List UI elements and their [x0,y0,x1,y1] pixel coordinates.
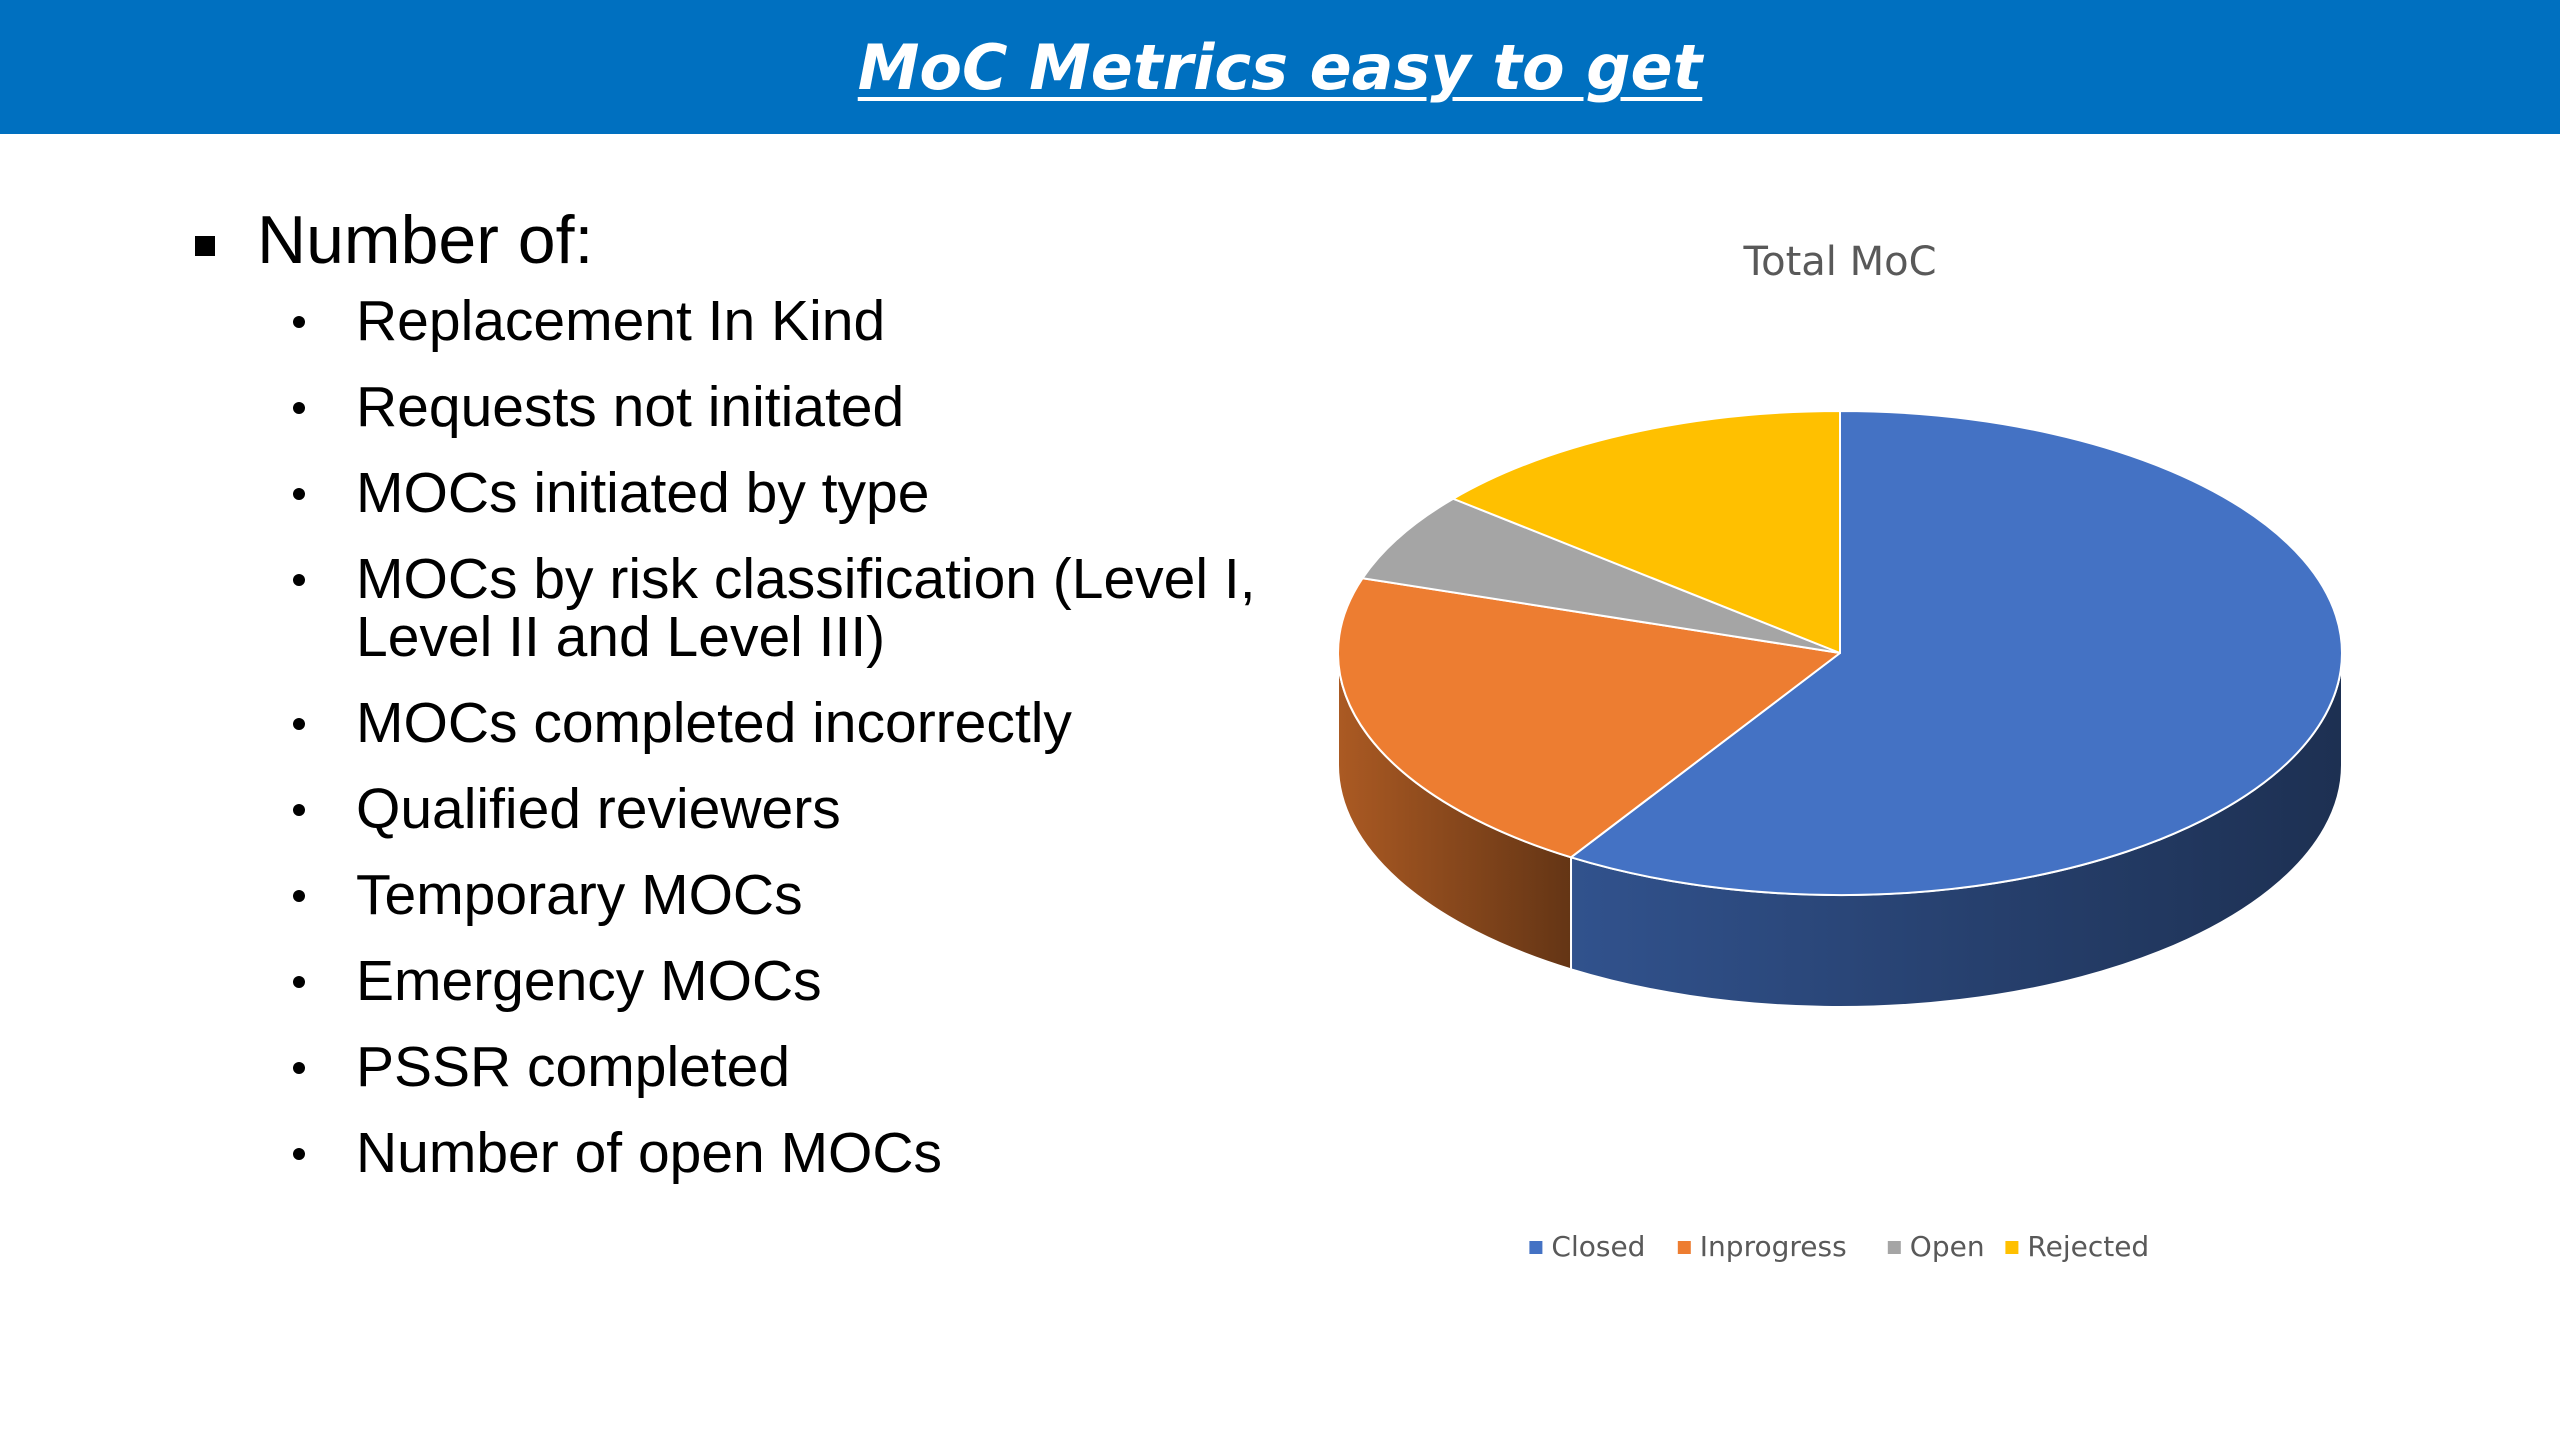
sub-bullet-item: Number of open MOCs [293,1124,1295,1182]
sub-bullet-text: MOCs by risk classification (Level I, Le… [356,546,1256,669]
legend-label: Open [1910,1230,1985,1263]
sub-bullet-item: Temporary MOCs [293,866,1295,924]
chart-legend: Closed Inprogress Open Rejected [1529,1230,2149,1263]
main-bullet: Number of: [195,200,1295,282]
sub-bullet-text: Temporary MOCs [356,862,803,927]
sub-bullet-list: Replacement In Kind Requests not initiat… [293,292,1295,1182]
sub-bullet-text: MOCs initiated by type [356,460,930,525]
title-bar: MoC Metrics easy to get [0,0,2560,134]
round-bullet-icon [293,975,305,988]
pie-slice-open [1361,497,1841,654]
bullet-list: Number of: Replacement In Kind Requests … [195,200,1295,1210]
legend-swatch-rejected [2005,1241,2019,1254]
legend-label: Inprogress [1700,1230,1847,1263]
round-bullet-icon [293,1061,305,1074]
pie-slice-closed [1570,410,2343,896]
legend-swatch-closed [1529,1241,1543,1254]
pie-slice-rejected [1452,410,1841,654]
sub-bullet-item: Replacement In Kind [293,292,1295,350]
legend-swatch-inprogress [1677,1241,1691,1254]
sub-bullet-text: Number of open MOCs [356,1120,943,1185]
legend-item: Open [1887,1230,1985,1263]
sub-bullet-text: PSSR completed [356,1034,791,1099]
legend-swatch-open [1887,1241,1901,1254]
pie-slice-inprogress [1337,577,1841,859]
sub-bullet-item: MOCs completed incorrectly [293,694,1295,752]
sub-bullet-item: MOCs by risk classification (Level I, Le… [293,550,1295,666]
legend-label: Rejected [2027,1230,2149,1263]
round-bullet-icon [293,803,305,816]
legend-label: Closed [1551,1230,1645,1263]
pie-chart-area: Total MoC Closed Inprogress Open Rejected [1300,200,2400,1320]
sub-bullet-item: MOCs initiated by type [293,464,1295,522]
round-bullet-icon [293,889,305,902]
sub-bullet-item: Requests not initiated [293,378,1295,436]
round-bullet-icon [293,315,305,328]
sub-bullet-text: Replacement In Kind [356,288,886,353]
slide-title: MoC Metrics easy to get [857,30,1703,104]
round-bullet-icon [293,1147,305,1160]
legend-item: Inprogress [1677,1230,1847,1263]
sub-bullet-text: Requests not initiated [356,374,905,439]
square-bullet-icon [195,236,215,256]
round-bullet-icon [293,573,305,586]
sub-bullet-text: MOCs completed incorrectly [356,690,1072,755]
round-bullet-icon [293,401,305,414]
chart-title: Total MoC [1742,239,1936,285]
round-bullet-icon [293,717,305,730]
pie-chart: Total MoC Closed Inprogress Open Rejected [1337,239,2343,1263]
sub-bullet-item: Qualified reviewers [293,780,1295,838]
sub-bullet-item: PSSR completed [293,1038,1295,1096]
pie-top [1337,410,2343,896]
main-bullet-text: Number of: [257,202,594,278]
sub-bullet-item: Emergency MOCs [293,952,1295,1010]
legend-item: Rejected [2005,1230,2149,1263]
round-bullet-icon [293,487,305,500]
legend-item: Closed [1529,1230,1645,1263]
sub-bullet-text: Emergency MOCs [356,948,822,1013]
sub-bullet-text: Qualified reviewers [356,776,841,841]
